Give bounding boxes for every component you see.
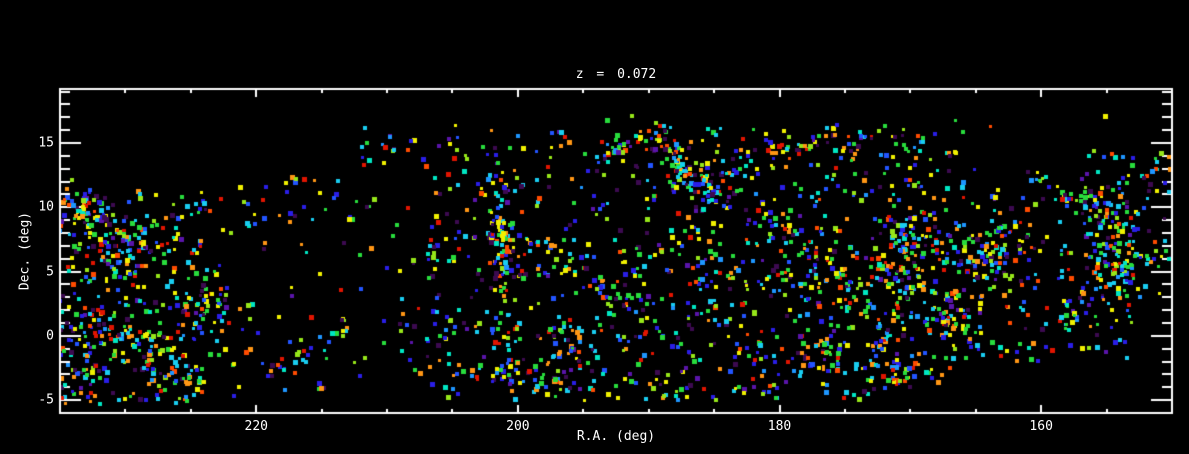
y-tick-label: 10 bbox=[38, 199, 54, 215]
plot-title: z = 0.072 bbox=[575, 67, 657, 82]
y-tick-label: 5 bbox=[46, 264, 54, 280]
x-tick-label: 160 bbox=[1029, 419, 1053, 434]
y-tick-label: -5 bbox=[38, 392, 54, 408]
y-tick-label: 15 bbox=[38, 135, 54, 151]
x-tick-label: 220 bbox=[244, 419, 268, 434]
x-tick-label: 180 bbox=[767, 419, 792, 434]
x-axis-label: R.A. (deg) bbox=[576, 429, 656, 444]
y-tick-label: 0 bbox=[46, 328, 54, 344]
x-tick-label: 200 bbox=[506, 419, 530, 434]
